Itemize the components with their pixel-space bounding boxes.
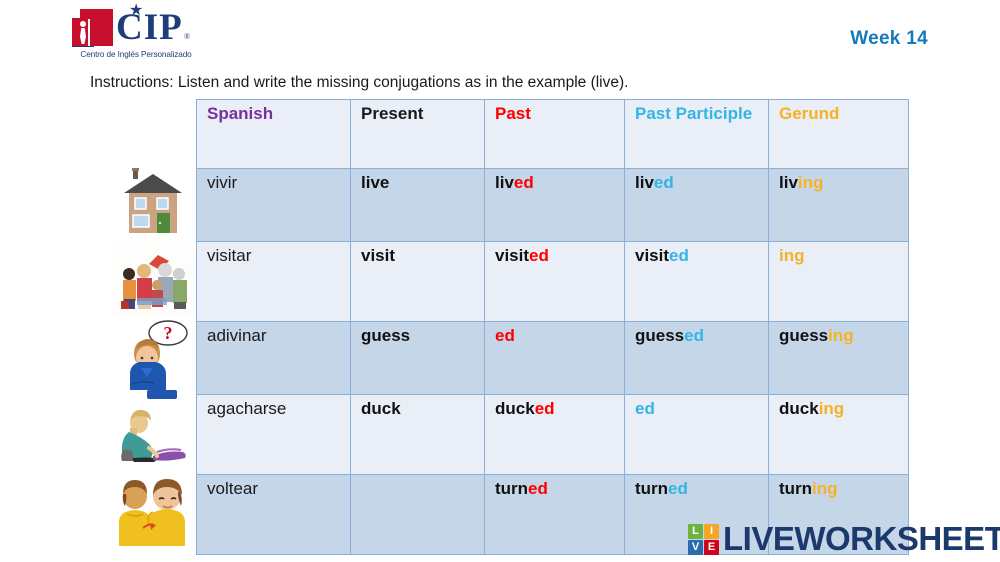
column-header-past: Past <box>484 99 625 169</box>
cell-past-participle[interactable]: ed <box>624 394 769 475</box>
gerund-suffix: ing <box>797 173 824 192</box>
liveworksheets-square-icons: L I V E <box>688 523 719 555</box>
registered-mark: ® <box>184 32 191 41</box>
past-suffix: ed <box>528 479 548 498</box>
participle-suffix: ed <box>668 479 688 498</box>
gerund-stem: guess <box>779 326 829 345</box>
participle-suffix: ed <box>669 246 689 265</box>
past-suffix: ed <box>513 173 534 192</box>
gerund-suffix: ing <box>818 399 845 418</box>
present-value: guess <box>361 326 411 345</box>
cell-present[interactable] <box>350 474 485 555</box>
lw-square-v: V <box>688 539 703 555</box>
lw-square-l: L <box>688 523 703 539</box>
week-label: Week 14 <box>850 28 928 49</box>
column-header-spanish: Spanish <box>196 99 351 169</box>
table-header-row: Spanish Present Past Past Participle Ger… <box>196 99 909 169</box>
past-suffix: ed <box>529 246 549 265</box>
thinking-boy-icon: ? <box>116 316 192 390</box>
past-stem: visit <box>495 246 530 265</box>
cell-present[interactable]: live <box>350 168 485 242</box>
table-row: visitar visit visited visited ing <box>196 241 909 322</box>
cip-logo-mark: ★ CIP ® <box>72 2 192 48</box>
cell-gerund[interactable]: guessing <box>768 321 909 395</box>
cell-gerund[interactable]: turning <box>768 474 909 555</box>
participle-stem: guess <box>635 326 685 345</box>
star-icon: ★ <box>129 2 144 19</box>
family-visit-icon <box>113 241 195 317</box>
participle-stem: liv <box>635 173 654 192</box>
cell-past-participle[interactable]: guessed <box>624 321 769 395</box>
liveworksheets-wordmark: LIVEWORKSHEETS <box>723 520 1000 557</box>
cip-red-numeral-one-icon <box>72 9 113 46</box>
participle-stem: turn <box>635 479 669 498</box>
cell-spanish: adivinar <box>196 321 351 395</box>
cell-gerund[interactable]: ing <box>768 241 909 322</box>
cell-present[interactable]: guess <box>350 321 485 395</box>
participle-stem: visit <box>635 246 670 265</box>
cip-brand-letters: CIP <box>116 7 183 48</box>
past-stem: turn <box>495 479 529 498</box>
past-suffix: ed <box>495 326 515 345</box>
gerund-stem: turn <box>779 479 813 498</box>
cell-gerund[interactable]: living <box>768 168 909 242</box>
lw-square-e: E <box>704 539 719 555</box>
present-value: visit <box>361 246 396 265</box>
cell-spanish: vivir <box>196 168 351 242</box>
page-header: ★ CIP ® Centro de Inglés Personalizado W… <box>0 0 1000 68</box>
cip-tagline: Centro de Inglés Personalizado <box>80 50 192 59</box>
crouching-person-icon <box>113 390 197 466</box>
conjugation-table: Spanish Present Past Past Participle Ger… <box>196 99 909 555</box>
participle-suffix: ed <box>684 326 704 345</box>
past-suffix: ed <box>534 399 555 418</box>
gerund-suffix: ing <box>828 326 854 345</box>
cell-past[interactable]: ducked <box>484 394 625 475</box>
cell-spanish: visitar <box>196 241 351 322</box>
present-value: live <box>361 173 390 192</box>
column-header-present: Present <box>350 99 485 169</box>
table-row: voltear turned turned turning <box>196 474 909 555</box>
cell-gerund[interactable]: ducking <box>768 394 909 475</box>
table-row: adivinar guess ed guessed guessing <box>196 321 909 395</box>
cip-logo: ★ CIP ® Centro de Inglés Personalizado <box>72 2 192 64</box>
cell-past[interactable]: visited <box>484 241 625 322</box>
cell-past-participle[interactable]: turned <box>624 474 769 555</box>
past-stem: liv <box>495 173 514 192</box>
turning-boys-icon <box>113 466 197 546</box>
gerund-suffix: ing <box>779 246 805 265</box>
cell-past-participle[interactable]: lived <box>624 168 769 242</box>
house-icon <box>116 166 192 240</box>
svg-text:?: ? <box>164 323 173 343</box>
cell-spanish: agacharse <box>196 394 351 475</box>
lw-square-i: I <box>704 523 719 539</box>
column-header-gerund: Gerund <box>768 99 909 169</box>
cip-pole-icon <box>88 19 90 46</box>
present-value: duck <box>361 399 401 418</box>
past-stem: duck <box>495 399 535 418</box>
cell-present[interactable]: duck <box>350 394 485 475</box>
cell-past[interactable]: turned <box>484 474 625 555</box>
participle-suffix: ed <box>635 399 655 418</box>
gerund-stem: liv <box>779 173 798 192</box>
cell-past[interactable]: lived <box>484 168 625 242</box>
instructions-text: Instructions: Listen and write the missi… <box>90 74 629 91</box>
cell-present[interactable]: visit <box>350 241 485 322</box>
column-header-past-participle: Past Participle <box>624 99 769 169</box>
cell-spanish: voltear <box>196 474 351 555</box>
cip-person-figure-icon <box>79 21 88 45</box>
liveworksheets-logo: L I V E LIVEWORKSHEETS <box>688 521 1000 557</box>
gerund-stem: duck <box>779 399 819 418</box>
participle-suffix: ed <box>653 173 674 192</box>
cell-past-participle[interactable]: visited <box>624 241 769 322</box>
cell-past[interactable]: ed <box>484 321 625 395</box>
table-row: vivir live lived lived living <box>196 168 909 242</box>
table-row: agacharse duck ducked ed ducking <box>196 394 909 475</box>
gerund-suffix: ing <box>812 479 838 498</box>
